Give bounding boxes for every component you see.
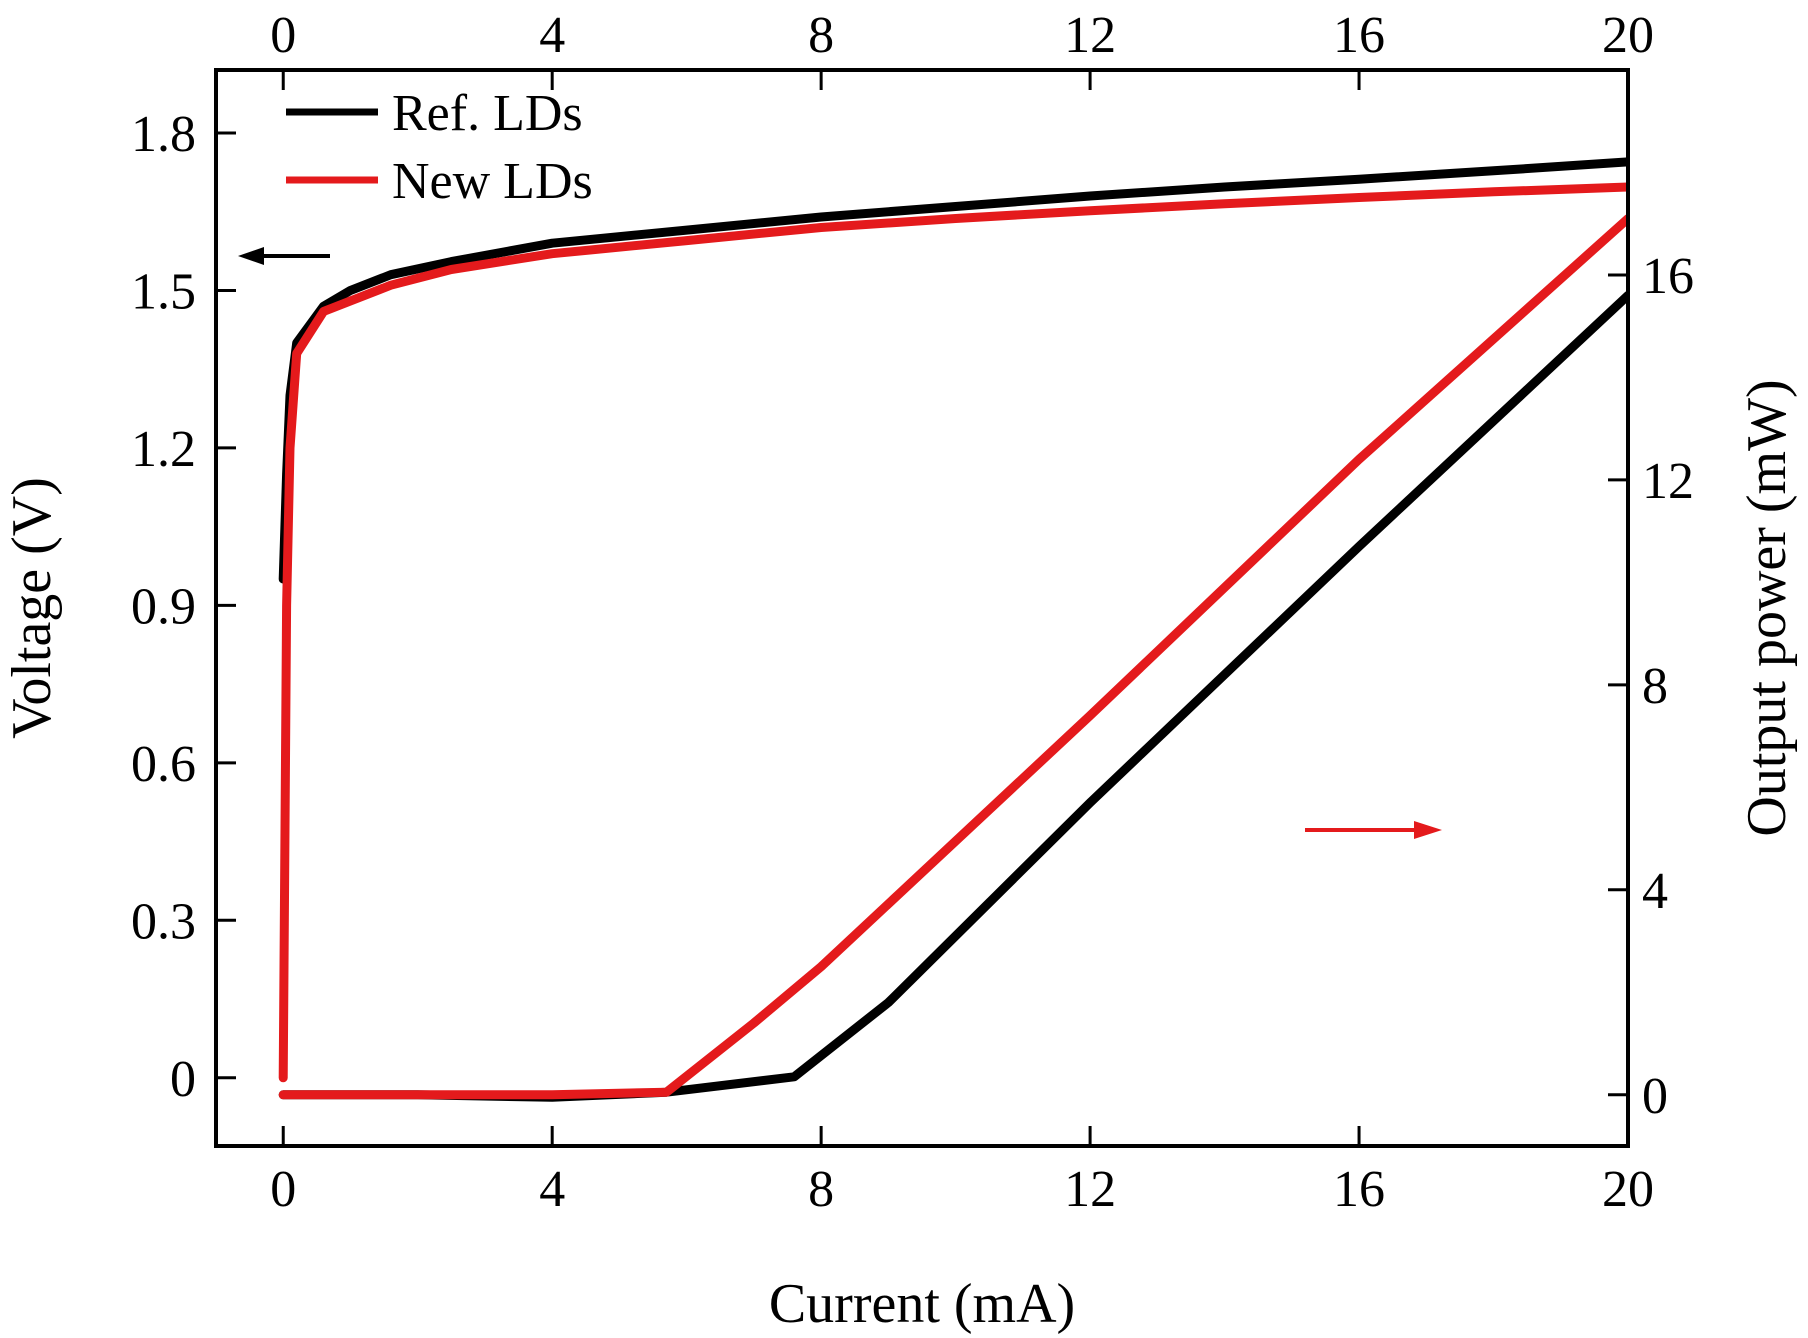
power-series-line-new [278, 214, 1628, 1100]
legend-label: New LDs [392, 153, 593, 210]
x-tick-label-bottom: 12 [1064, 1161, 1116, 1218]
x-tick-label-bottom: 8 [808, 1161, 834, 1218]
y-right-tick-label: 16 [1642, 248, 1694, 305]
y-axis-left-title: Voltage (V) [1, 477, 63, 739]
legend: Ref. LDs New LDs [286, 85, 593, 210]
y-right-tick-label: 0 [1642, 1068, 1668, 1125]
x-tick-label-bottom: 20 [1602, 1161, 1654, 1218]
x-tick-label-top: 4 [539, 7, 565, 64]
axis-ticks [216, 70, 1630, 1146]
x-tick-label-bottom: 16 [1333, 1161, 1385, 1218]
voltage-series-line-new [278, 182, 1628, 1083]
x-tick-label-top: 16 [1333, 7, 1385, 64]
x-tick-label-top: 8 [808, 7, 834, 64]
tick-labels: 0 4 8 12 16 20 0 4 8 12 16 20 0 0.3 0.6 0.9 1.2 1.5 1.8 0 4 8… [131, 7, 1694, 1218]
y-left-tick-label: 0.9 [131, 578, 196, 635]
x-tick-label-bottom: 4 [539, 1161, 565, 1218]
annotation-arrows [238, 247, 1442, 839]
voltage-series-line-ref [278, 157, 1628, 584]
series-lines [278, 157, 1628, 1102]
x-tick-label-top: 12 [1064, 7, 1116, 64]
plot-frame [214, 68, 1630, 1148]
y-right-tick-label: 8 [1642, 658, 1668, 715]
x-tick-label-bottom: 0 [270, 1161, 296, 1218]
y-axis-right-title: Output power (mW) [1736, 379, 1798, 836]
power-axis-arrow [1305, 821, 1442, 839]
y-left-tick-label: 0.6 [131, 736, 196, 793]
plot-area [278, 157, 1628, 1102]
x-tick-label-top: 20 [1602, 7, 1654, 64]
y-right-tick-label: 4 [1642, 863, 1668, 920]
y-left-tick-label: 1.8 [131, 106, 196, 163]
power-axis-arrow-head [1414, 821, 1442, 839]
y-left-tick-label: 1.2 [131, 421, 196, 478]
legend-label: Ref. LDs [392, 85, 583, 142]
y-left-tick-label: 0.3 [131, 893, 196, 950]
y-left-tick-label: 0 [170, 1051, 196, 1108]
x-tick-label-top: 0 [270, 7, 296, 64]
y-right-tick-label: 12 [1642, 453, 1694, 510]
y-left-tick-label: 1.5 [131, 263, 196, 320]
voltage-axis-arrow-head [238, 247, 264, 265]
x-axis-title: Current (mA) [769, 1273, 1075, 1335]
voltage-axis-arrow [238, 247, 330, 265]
power-series-line-ref [278, 290, 1628, 1102]
